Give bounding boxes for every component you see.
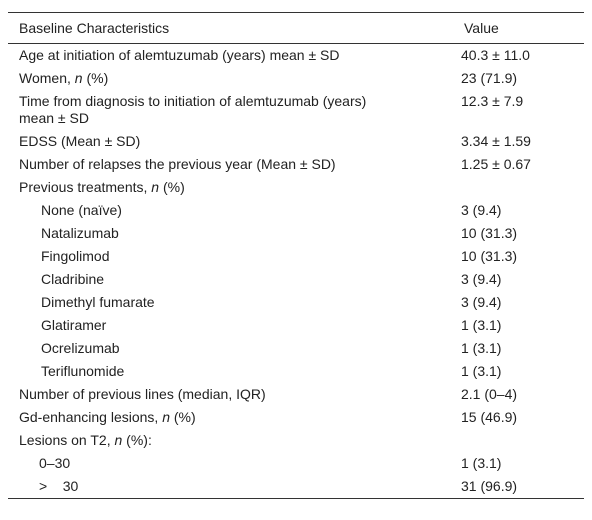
value-cell: 12.3 ± 7.9 [461,93,524,109]
label-italic: n [162,409,170,425]
label-cell: Teriflunomide [8,360,453,383]
row: Age at initiation of alemtuzumab (years)… [8,44,584,68]
label-text: Fingolimod [41,248,110,264]
label-cell: Gd-enhancing lesions, n (%) [8,406,453,429]
label-cell: > 30 [8,475,453,499]
row: Dimethyl fumarate 3 (9.4) [8,291,584,314]
label-cell: Age at initiation of alemtuzumab (years)… [8,44,453,68]
label-text: Lesions on T2, [19,432,115,448]
label-text: (%) [159,179,185,195]
label-text: Number of previous lines (median, IQR) [19,386,266,402]
row: Women, n (%) 23 (71.9) [8,67,584,90]
label-text: Dimethyl fumarate [41,294,155,310]
table-body: Age at initiation of alemtuzumab (years)… [8,44,584,499]
label-cell: Ocrelizumab [8,337,453,360]
label-cell: 0–30 [8,452,453,475]
value-cell: 23 (71.9) [461,70,518,86]
label-italic: n [74,70,83,86]
label-cell: Glatiramer [8,314,453,337]
row: Gd-enhancing lesions, n (%) 15 (46.9) [8,406,584,429]
label-cell: Fingolimod [8,245,453,268]
label-cell: Time from diagnosis to initiation of ale… [8,90,453,130]
label-text: Cladribine [41,271,105,287]
label-text: 0–30 [39,455,71,471]
label-cell: None (naïve) [8,199,453,222]
row: Number of relapses the previous year (Me… [8,153,584,176]
header-cell: Baseline Characteristics [8,12,453,44]
table-head: Baseline Characteristics Value [8,12,584,44]
value-cell [453,176,584,199]
value-cell: 10 (31.3) [461,248,518,264]
row: Lesions on T2, n (%): [8,429,584,452]
value-cell: 1 (3.1) [461,455,502,471]
header-row: Baseline Characteristics Value [8,12,584,44]
label-cell: Lesions on T2, n (%): [8,429,453,452]
row: Teriflunomide 1 (3.1) [8,360,584,383]
row: Ocrelizumab 1 (3.1) [8,337,584,360]
value-cell: 1 (3.1) [461,317,502,333]
value-cell: 1 (3.1) [461,363,502,379]
value-cell: 3 (9.4) [461,271,502,287]
label-cell: Women, n (%) [8,67,453,90]
label-text: Gd-enhancing lesions, [19,409,163,425]
row: Number of previous lines (median, IQR) 2.… [8,383,584,406]
data-table: Baseline Characteristics Value Age at in… [8,12,584,499]
value-cell: 3.34 ± 1.59 [461,133,531,149]
label-italic: n [151,179,160,195]
label-text: (%): [122,432,152,448]
label-text: Time from diagnosis to initiation of ale… [19,93,367,109]
label-cell: Previous treatments, n (%) [8,176,453,199]
value-cell: 3 (9.4) [461,202,502,218]
label-cell: Number of previous lines (median, IQR) [8,383,453,406]
label-text: (%) [170,409,196,425]
label-text: Women, [19,70,75,86]
value-cell: 15 (46.9) [461,409,518,425]
label-text: mean ± SD [19,110,89,126]
label-text: (%) [82,70,109,86]
row: Natalizumab 10 (31.3) [8,222,584,245]
row: None (naïve) 3 (9.4) [8,199,584,222]
row: Cladribine 3 (9.4) [8,268,584,291]
label-text: > 30 [39,478,79,494]
value-cell: 40.3 ± 11.0 [461,47,530,63]
label-text: Teriflunomide [41,363,125,379]
label-text: EDSS (Mean ± SD) [19,133,141,149]
value-cell: 10 (31.3) [461,225,518,241]
row: EDSS (Mean ± SD) 3.34 ± 1.59 [8,130,584,153]
value-cell: 3 (9.4) [461,294,502,310]
label-cell: EDSS (Mean ± SD) [8,130,453,153]
label-cell: Number of relapses the previous year (Me… [8,153,453,176]
header-cell: Value [453,12,584,44]
value-cell: 1 (3.1) [461,340,502,356]
label-cell: Dimethyl fumarate [8,291,453,314]
value-cell: 1.25 ± 0.67 [461,156,531,172]
label-cell: Cladribine [8,268,453,291]
label-text: Glatiramer [41,317,107,333]
row: 0–30 1 (3.1) [8,452,584,475]
label-text: Number of relapses the previous year (Me… [19,156,336,172]
label-text: Age at initiation of alemtuzumab (years)… [19,47,340,63]
label-text: Natalizumab [41,225,119,241]
label-italic: n [114,432,123,448]
row: Previous treatments, n (%) [8,176,584,199]
label-text: Ocrelizumab [41,340,120,356]
label-cell: Natalizumab [8,222,453,245]
row: Glatiramer 1 (3.1) [8,314,584,337]
value-cell [453,429,584,452]
value-cell: 2.1 (0–4) [461,386,518,402]
label-text: Previous treatments, [19,179,152,195]
label-text: None (naïve) [41,202,122,218]
row: Fingolimod 10 (31.3) [8,245,584,268]
row: Time from diagnosis to initiation of ale… [8,90,584,130]
row: > 30 31 (96.9) [8,475,584,499]
value-cell: 31 (96.9) [461,478,518,494]
